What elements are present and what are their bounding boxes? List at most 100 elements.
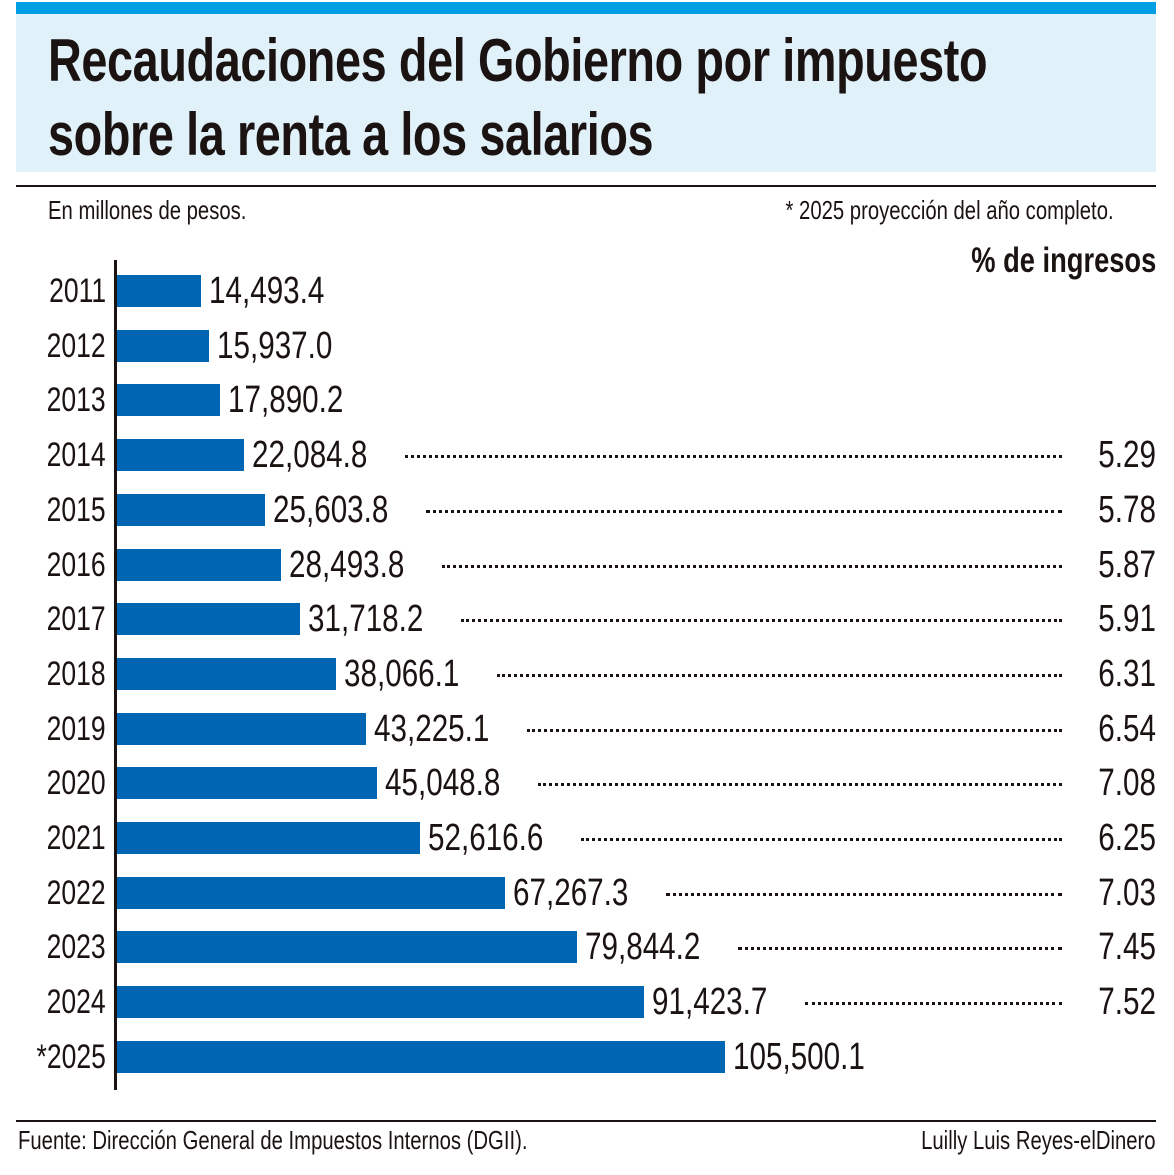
value-label: 28,493.8: [289, 545, 437, 585]
accent-strip: [16, 2, 1156, 14]
value-label: 38,066.1: [344, 654, 492, 694]
year-label: 2024: [30, 982, 106, 1022]
year-text: 2016: [47, 545, 106, 584]
leader-dots: [738, 947, 1062, 951]
year-label: 2017: [30, 599, 106, 639]
pct-text: 5.91: [1098, 598, 1156, 641]
credit-text: Luilly Luis Reyes-elDinero: [921, 1125, 1156, 1155]
year-text: *2025: [36, 1037, 106, 1076]
year-label: 2014: [30, 435, 106, 475]
pct-text: 7.52: [1098, 981, 1156, 1024]
leader-dots: [527, 728, 1062, 732]
source-text: Fuente: Dirección General de Impuestos I…: [18, 1125, 528, 1155]
pct-text: 5.87: [1098, 543, 1156, 586]
value-label: 105,500.1: [733, 1037, 902, 1077]
value-text: 105,500.1: [733, 1035, 865, 1078]
value-text: 52,616.6: [428, 817, 544, 859]
bar-row: 2013 17,890.2: [0, 380, 1174, 420]
bar: [117, 712, 367, 745]
year-text: 2020: [47, 764, 106, 803]
year-label: 2022: [30, 873, 106, 913]
pct-text: 7.03: [1098, 871, 1156, 914]
year-text: 2011: [48, 272, 106, 310]
year-label: 2020: [30, 763, 106, 803]
bar: [117, 767, 377, 800]
pct-label: 6.54: [1082, 709, 1156, 749]
bar: [117, 1040, 725, 1073]
pct-text: 6.31: [1098, 652, 1156, 695]
y-axis-line: [114, 260, 117, 1090]
year-text: 2014: [47, 436, 106, 475]
year-text: 2015: [47, 490, 106, 529]
title-line-2: sobre la renta a los salarios: [48, 101, 654, 168]
pct-label: 5.29: [1082, 435, 1156, 475]
bar: [117, 986, 644, 1019]
credit: Luilly Luis Reyes-elDinero: [855, 1125, 1156, 1156]
pct-label: 6.31: [1082, 654, 1156, 694]
header: Recaudaciones del Gobierno por impuesto …: [16, 14, 1156, 172]
bar-row: 2022 67,267.3 7.03: [0, 873, 1174, 913]
value-text: 17,890.2: [228, 379, 344, 422]
year-text: 2019: [47, 709, 106, 748]
value-label: 52,616.6: [428, 818, 576, 858]
pct-text: 5.78: [1098, 488, 1156, 531]
bar-row: 2021 52,616.6 6.25: [0, 818, 1174, 858]
source: Fuente: Dirección General de Impuestos I…: [18, 1125, 671, 1156]
leader-dots: [581, 838, 1062, 841]
bar-row: 2011 14,493.4: [0, 271, 1174, 311]
value-text: 43,225.1: [374, 707, 490, 750]
year-label: 2016: [30, 545, 106, 585]
value-text: 25,603.8: [272, 488, 388, 531]
year-label: 2015: [30, 490, 106, 530]
pct-label: 7.45: [1082, 927, 1156, 967]
bar-row: 2020 45,048.8 7.08: [0, 763, 1174, 803]
year-label: 2023: [30, 927, 106, 967]
bar-row: 2015 25,603.8 5.78: [0, 490, 1174, 530]
bar: [117, 657, 337, 690]
value-label: 43,225.1: [374, 709, 522, 749]
value-text: 91,423.7: [651, 981, 768, 1024]
bar-row: 2016 28,493.8 5.87: [0, 545, 1174, 585]
value-label: 31,718.2: [308, 599, 456, 639]
leader-dots: [537, 783, 1062, 787]
value-label: 25,603.8: [273, 490, 421, 530]
year-text: 2017: [47, 600, 106, 639]
year-text: 2023: [47, 928, 106, 967]
value-label: 91,423.7: [652, 982, 800, 1022]
value-label: 79,844.2: [585, 927, 733, 967]
bar: [117, 439, 245, 472]
bar: [117, 329, 209, 362]
pct-label: 7.52: [1082, 982, 1156, 1022]
year-text: 2022: [47, 873, 106, 912]
leader-dots: [405, 455, 1062, 459]
value-text: 67,267.3: [512, 871, 629, 914]
pct-header-text: % de ingresos: [970, 241, 1156, 280]
bar: [117, 384, 221, 417]
leader-dots: [804, 1002, 1062, 1006]
projection-note: * 2025 proyección del año completo.: [693, 195, 1114, 226]
value-text: 45,048.8: [384, 762, 500, 805]
year-label: 2018: [30, 654, 106, 694]
note-text: * 2025 proyección del año completo.: [785, 195, 1114, 225]
bar: [117, 876, 505, 909]
pct-text: 6.54: [1098, 707, 1156, 750]
value-text: 31,718.2: [307, 598, 424, 641]
value-label: 67,267.3: [513, 873, 661, 913]
bottom-rule: [16, 1120, 1156, 1122]
bar-row: 2017 31,718.2 5.91: [0, 599, 1174, 639]
pct-text: 7.08: [1098, 762, 1156, 805]
value-text: 14,493.4: [208, 270, 324, 312]
bar-row: 2012 15,937.0: [0, 326, 1174, 366]
chart-title: Recaudaciones del Gobierno por impuesto …: [48, 24, 988, 172]
bar: [117, 493, 265, 526]
value-label: 15,937.0: [217, 326, 365, 366]
bar-row: *2025 105,500.1: [0, 1037, 1174, 1077]
bar: [117, 275, 201, 307]
title-line-1: Recaudaciones del Gobierno por impuesto: [48, 27, 988, 94]
pct-label: 7.03: [1082, 873, 1156, 913]
subtitle-text: En millones de pesos.: [48, 195, 247, 225]
year-label: 2011: [33, 271, 106, 311]
bar: [117, 548, 282, 581]
pct-text: 6.25: [1098, 817, 1156, 859]
bar: [117, 931, 578, 964]
